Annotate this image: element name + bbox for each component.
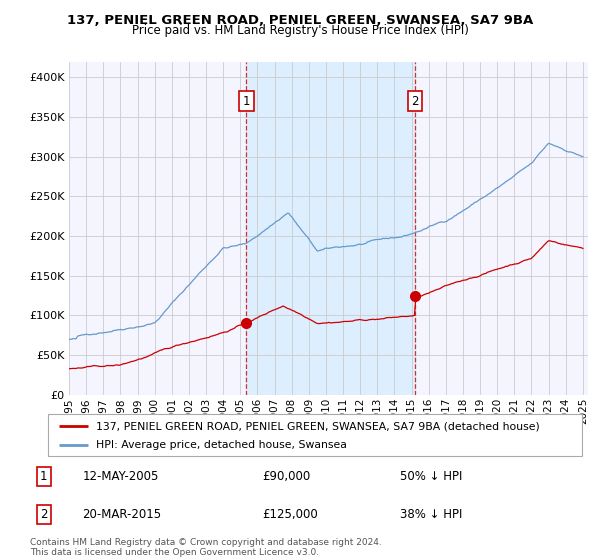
Text: Price paid vs. HM Land Registry's House Price Index (HPI): Price paid vs. HM Land Registry's House … [131,24,469,36]
Text: Contains HM Land Registry data © Crown copyright and database right 2024.
This d: Contains HM Land Registry data © Crown c… [30,538,382,557]
Text: 137, PENIEL GREEN ROAD, PENIEL GREEN, SWANSEA, SA7 9BA: 137, PENIEL GREEN ROAD, PENIEL GREEN, SW… [67,14,533,27]
Text: £90,000: £90,000 [262,470,310,483]
Text: HPI: Average price, detached house, Swansea: HPI: Average price, detached house, Swan… [96,440,347,450]
Text: 1: 1 [243,95,250,108]
Text: 20-MAR-2015: 20-MAR-2015 [82,508,161,521]
Text: 2: 2 [412,95,419,108]
Text: 2: 2 [40,508,47,521]
Bar [247,62,415,395]
Text: 12-MAY-2005: 12-MAY-2005 [82,470,159,483]
Text: 1: 1 [40,470,47,483]
Text: £125,000: £125,000 [262,508,317,521]
Text: 38% ↓ HPI: 38% ↓ HPI [400,508,462,521]
Text: 50% ↓ HPI: 50% ↓ HPI [400,470,462,483]
Text: 137, PENIEL GREEN ROAD, PENIEL GREEN, SWANSEA, SA7 9BA (detached house): 137, PENIEL GREEN ROAD, PENIEL GREEN, SW… [96,421,540,431]
FancyBboxPatch shape [48,414,582,456]
